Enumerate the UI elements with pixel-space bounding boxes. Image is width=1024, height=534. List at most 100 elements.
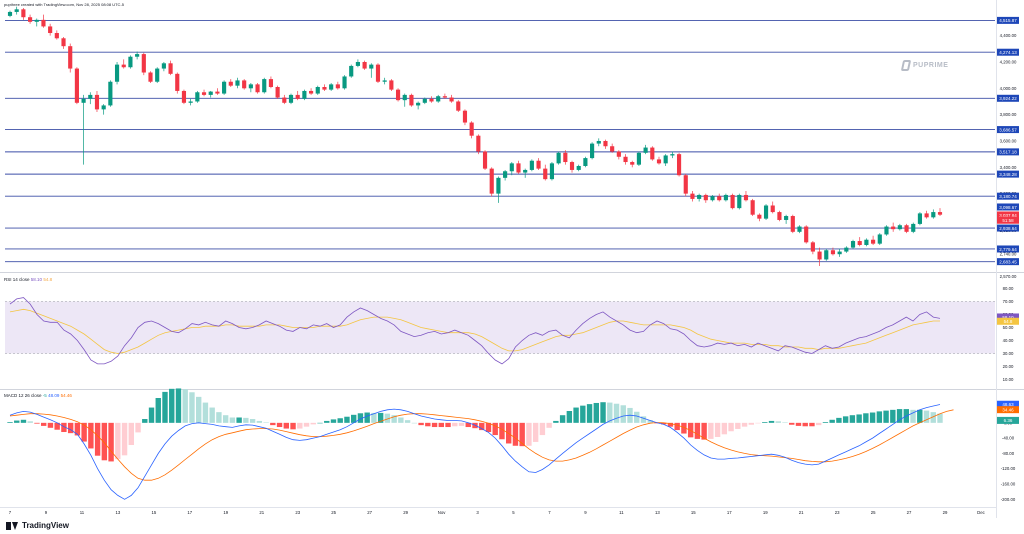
candle-body (931, 212, 936, 218)
macd-histogram-bar (34, 422, 40, 424)
macd-histogram-bar (768, 420, 775, 423)
macd-histogram-bar (283, 422, 289, 429)
tradingview-brand[interactable]: TradingView (6, 521, 69, 530)
candle-body (911, 223, 916, 232)
candle-body (703, 194, 708, 201)
macd-histogram-bar (755, 422, 761, 424)
macd-histogram-bar (694, 422, 701, 439)
macd-histogram-bar (539, 422, 546, 436)
time-tick-label: 7 (548, 510, 551, 515)
time-tick-label: 15 (691, 510, 696, 515)
macd-histogram-bar (384, 413, 391, 423)
candle-body (14, 9, 19, 12)
rsi-legend-title: RSI 14 close (4, 277, 30, 282)
level-price-tag (997, 94, 1019, 102)
macd-histogram-bar (452, 422, 458, 427)
level-price-tag (997, 224, 1019, 232)
macd-histogram-bar (263, 422, 269, 423)
candle-body (830, 250, 836, 255)
macd-legend-macd: 48.09 (48, 393, 60, 398)
macd-tick-label: -120.00 (1001, 466, 1016, 471)
candle-body (228, 81, 233, 86)
candle-body (34, 19, 39, 22)
level-price-tag (997, 48, 1019, 56)
candle-body (168, 63, 173, 74)
macd-histogram-bar (876, 411, 883, 423)
macd-histogram-bar (404, 420, 411, 423)
macd-histogram-bar (290, 422, 296, 430)
level-price-tag (997, 192, 1019, 200)
candle-body (181, 90, 187, 103)
time-tick-label: 17 (187, 510, 192, 515)
candle-body (268, 79, 274, 87)
time-tick-label: 27 (907, 510, 912, 515)
macd-histogram-bar (809, 422, 815, 427)
macd-histogram-bar (128, 422, 134, 446)
macd-legend: MACD 12 26 close -5 48.09 54.46 (4, 393, 72, 398)
current-price-tag-text: 3,037.84 (999, 213, 1017, 218)
macd-histogram-bar (701, 422, 707, 440)
macd-histogram-bar (391, 415, 397, 423)
time-tick-label: 15 (151, 510, 156, 515)
current-price-tag-text: 51:58 (1002, 218, 1014, 223)
candle-body (81, 98, 86, 103)
macd-histogram-bar (937, 413, 943, 423)
macd-histogram-bar (196, 396, 202, 423)
level-price-tag-text: 2,938.64 (999, 226, 1017, 231)
candle-body (74, 68, 79, 103)
macd-histogram-bar (74, 422, 81, 436)
price-tick-label: 4,400.00 (1000, 33, 1017, 38)
macd-histogram-bar (829, 419, 835, 423)
candle-body (188, 101, 193, 103)
candle-body (897, 225, 902, 230)
macd-histogram-bar (148, 407, 155, 423)
candle-body (590, 143, 595, 159)
time-tick-label: 27 (367, 510, 372, 515)
candle-body (723, 194, 728, 201)
macd-histogram-bar (256, 420, 263, 423)
macd-histogram-bar (20, 419, 27, 423)
time-tick-label: 17 (727, 510, 732, 515)
puprime-watermark: PUPRIME (900, 60, 948, 71)
candle-body (482, 151, 488, 169)
level-price-tag-text: 3,348.28 (999, 172, 1017, 177)
candle-body (516, 163, 521, 173)
level-price-tag-text: 2,683.45 (999, 259, 1017, 264)
candle-body (476, 135, 481, 152)
macd-histogram-bar (27, 421, 33, 423)
candle-body (7, 11, 13, 16)
price-tick-label: 3,600.00 (1000, 138, 1017, 143)
candle-body (61, 38, 66, 47)
macd-histogram-bar (61, 422, 67, 433)
candle-body (643, 147, 648, 153)
time-tick-label: 11 (80, 510, 85, 515)
candle-body (222, 81, 227, 94)
macd-value-tag-text: 34.46 (1002, 407, 1014, 412)
macd-histogram-bar (930, 412, 936, 423)
candle-body (650, 147, 655, 160)
candle-body (583, 158, 588, 166)
candle-body (549, 163, 555, 180)
rsi-legend-ma: 54.8 (43, 277, 53, 282)
macd-value-tag (997, 406, 1019, 414)
candle-body (208, 91, 213, 95)
candle-body (683, 175, 688, 194)
macd-histogram-bar (7, 422, 13, 423)
macd-histogram-bar (431, 422, 438, 428)
candle-body (710, 196, 715, 201)
macd-histogram-bar (182, 389, 188, 423)
candle-body (717, 196, 722, 201)
candle-body (369, 64, 374, 69)
candle-body (462, 110, 468, 123)
macd-histogram-bar (445, 422, 451, 428)
candle-body (509, 163, 514, 172)
rsi-tick-label: 40.00 (1003, 338, 1014, 343)
time-tick-label: 19 (763, 510, 768, 515)
macd-histogram-bar (869, 412, 876, 423)
candle-body (21, 9, 26, 18)
candle-body (810, 242, 815, 252)
candle-body (235, 80, 240, 86)
macd-histogram-bar (499, 422, 505, 440)
macd-histogram-bar (789, 422, 795, 425)
